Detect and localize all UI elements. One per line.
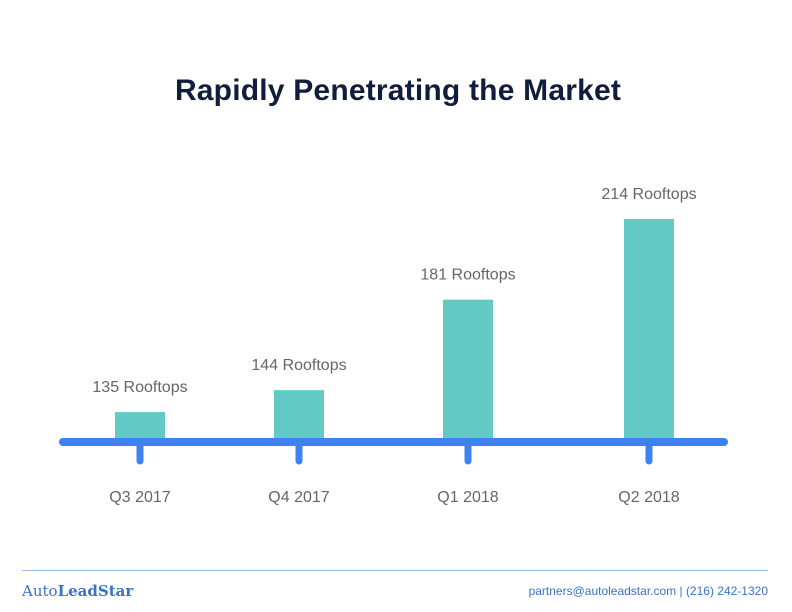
- data-label-2: 144 Rooftops: [251, 357, 346, 374]
- contact-info: partners@autoleadstar.com | (216) 242-13…: [528, 584, 768, 598]
- bar-3: [443, 299, 493, 439]
- data-label-4: 214 Rooftops: [601, 186, 696, 203]
- bar-2: [274, 390, 324, 439]
- x-tick-label-2: Q4 2017: [268, 489, 329, 506]
- chart-title: Rapidly Penetrating the Market: [174, 74, 622, 107]
- logo-suffix: LeadStar: [57, 582, 134, 600]
- data-label-3: 181 Rooftops: [420, 267, 515, 284]
- data-label-1: 135 Rooftops: [92, 379, 187, 396]
- logo-prefix: Auto: [22, 582, 58, 600]
- x-tick-label-4: Q2 2018: [618, 489, 679, 506]
- bar-4: [624, 219, 674, 439]
- bar-1: [115, 412, 165, 439]
- footer-divider: [22, 570, 768, 571]
- bar-chart: 135 Rooftops 144 Rooftops 181 Rooftops 214 …: [59, 186, 728, 506]
- company-logo: AutoLeadStar: [22, 582, 133, 600]
- x-tick-label-1: Q3 2017: [109, 489, 170, 506]
- x-tick-label-3: Q1 2018: [437, 489, 498, 506]
